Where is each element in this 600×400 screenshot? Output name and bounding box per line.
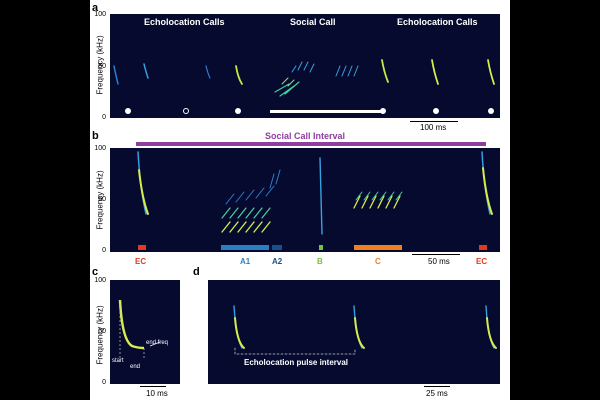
panel-a-label: a [92,2,99,14]
call-marker [235,108,241,114]
panel-b-interval-label: Social Call Interval [265,131,346,141]
call-marker [488,108,494,114]
panel-b-tick-0: 0 [102,247,106,254]
panel-a-scale-label: 100 ms [420,123,447,132]
panel-c-end-label: end [130,364,141,370]
segment-bar-ec-left [138,245,146,250]
panel-d-scale-label: 25 ms [426,389,448,398]
panel-a-header-social: Social Call [290,17,336,27]
panel-c-start-label: start [112,358,124,364]
panel-a-spectrogram: Echolocation Calls Social Call Echolocat… [110,14,500,118]
panel-c-spectrogram: end freq start end [110,280,180,384]
segment-bar-a1 [221,245,269,250]
panel-b-scale-label: 50 ms [428,257,450,266]
panel-b-spectrogram [110,148,500,252]
panel-b-tick-100: 100 [94,145,106,152]
call-marker [125,108,131,114]
panel-c-tick-100: 100 [94,277,106,284]
panel-b-tick-50: 50 [98,196,106,203]
panel-b-calls-drawing [137,151,493,235]
panel-c-pulse-drawing [118,299,161,358]
panel-c-label: c [92,266,99,278]
segment-label-ec-right: EC [476,257,488,266]
panel-a-tick-0: 0 [102,114,106,121]
social-call-bar [270,110,382,113]
panel-c-scale-bar [140,386,166,387]
segment-label-c: C [375,257,381,266]
panel-c-tick-0: 0 [102,379,106,386]
segment-label-ec-left: EC [135,257,147,266]
call-marker-hollow [183,108,189,114]
call-marker [433,108,439,114]
panel-a-scale-bar [410,121,458,122]
panel-a-calls-drawing [113,59,495,97]
panel-a-header-echolocation-right: Echolocation Calls [397,17,478,27]
panel-b-label: b [92,130,99,142]
panel-d-label: d [193,266,200,278]
segment-label-a1: A1 [240,257,251,266]
panel-c-tick-50: 50 [98,328,106,335]
panel-a-tick-50: 50 [98,63,106,70]
panel-d-scale-bar [424,386,450,387]
segment-bar-ec-right [479,245,487,250]
social-call-interval-bar [136,142,486,146]
panel-c-scale-label: 10 ms [146,389,168,398]
panel-d-spectrogram: Echolocation pulse interval [208,280,500,384]
call-marker [380,108,386,114]
segment-bar-c [354,245,402,250]
panel-d-interval-label: Echolocation pulse interval [244,358,349,367]
panel-d-pulses-drawing [233,305,497,355]
segment-bar-a2 [272,245,282,250]
segment-label-b: B [317,257,323,266]
segment-label-a2: A2 [272,257,283,266]
panel-c-end-freq-label: end freq [146,340,169,346]
panel-a-tick-100: 100 [94,11,106,18]
segment-bar-b [319,245,323,250]
panel-b-scale-bar [412,254,460,255]
panel-a-header-echolocation-left: Echolocation Calls [144,17,225,27]
